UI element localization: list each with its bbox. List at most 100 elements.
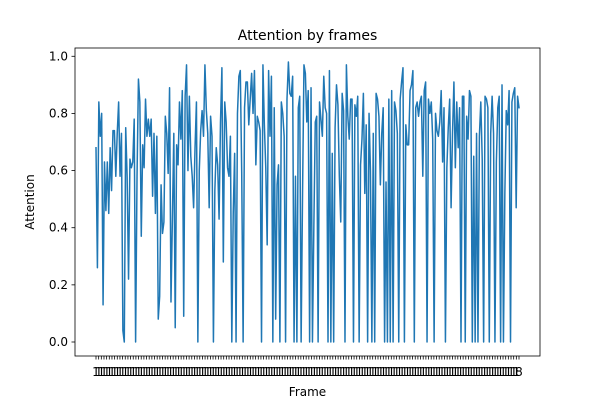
x-tick-label: 1 <box>366 365 374 379</box>
x-tick-label: 1 <box>369 365 377 379</box>
x-tick-label: 1 <box>409 365 417 379</box>
chart-title: Attention by frames <box>238 28 378 44</box>
x-tick-label: 1 <box>467 365 475 379</box>
x-tick-label: 1 <box>382 365 390 379</box>
x-tick-label: 1 <box>380 365 388 379</box>
x-tick-label: 1 <box>358 365 366 379</box>
x-tick-label: 1 <box>425 365 433 379</box>
x-tick-label: 1 <box>395 365 403 379</box>
x-tick-label: 1 <box>308 365 316 379</box>
x-tick-label: 1 <box>95 365 103 379</box>
x-tick-label: 1 <box>332 365 340 379</box>
x-tick-label: 1 <box>164 365 172 379</box>
x-tick-label: 1 <box>361 365 369 379</box>
x-tick-label: 1 <box>292 365 300 379</box>
x-tick-label: 1 <box>387 365 395 379</box>
x-tick-label: 1 <box>172 365 180 379</box>
x-tick-label: 1 <box>281 365 289 379</box>
x-tick-label: 1 <box>478 365 486 379</box>
x-tick-label: 1 <box>507 365 515 379</box>
x-tick-label: 1 <box>435 365 443 379</box>
x-tick-label: 1 <box>252 365 260 379</box>
x-tick-label: 1 <box>124 365 132 379</box>
x-tick-label: 1 <box>257 365 265 379</box>
x-tick-label: 1 <box>225 365 233 379</box>
x-tick-label: 1 <box>411 365 419 379</box>
x-tick-label: 1 <box>321 365 329 379</box>
x-tick-label: 1 <box>260 365 268 379</box>
x-tick-label: 1 <box>199 365 207 379</box>
x-tick-label: 1 <box>105 365 113 379</box>
x-tick-label: 1 <box>465 365 473 379</box>
x-tick-label: 1 <box>372 365 380 379</box>
x-tick-label: 1 <box>337 365 345 379</box>
x-tick-label: 1 <box>486 365 494 379</box>
x-tick-label: 1 <box>324 365 332 379</box>
x-tick-label: 1 <box>451 365 459 379</box>
x-tick-label: 1 <box>481 365 489 379</box>
x-tick-label: 1 <box>313 365 321 379</box>
y-tick-label: 0.2 <box>49 278 68 292</box>
x-tick-label: 1 <box>417 365 425 379</box>
x-tick-label: 1 <box>483 365 491 379</box>
x-tick-label: 1 <box>135 365 143 379</box>
x-tick-label: 1 <box>254 365 262 379</box>
x-tick-label: 1 <box>364 365 372 379</box>
y-tick-label: 0.6 <box>49 164 68 178</box>
x-tick-label: 1 <box>145 365 153 379</box>
y-tick-label: 0.0 <box>49 335 68 349</box>
x-tick-label: 1 <box>446 365 454 379</box>
x-tick-label: 1 <box>403 365 411 379</box>
x-tick-label: 1 <box>459 365 467 379</box>
x-tick-label: 1 <box>127 365 135 379</box>
x-tick-label: 1 <box>470 365 478 379</box>
x-tick-label: 1 <box>350 365 358 379</box>
x-tick-label: 1 <box>265 365 273 379</box>
x-tick-label: 1 <box>244 365 252 379</box>
x-tick-label: 1 <box>489 365 497 379</box>
x-tick-label: 1 <box>326 365 334 379</box>
x-tick-label: 1 <box>491 365 499 379</box>
x-tick-label: 1 <box>113 365 121 379</box>
x-tick-label: 1 <box>193 365 201 379</box>
x-tick-label: 1 <box>100 365 108 379</box>
x-tick-label: 1 <box>236 365 244 379</box>
x-tick-label: 1 <box>294 365 302 379</box>
x-tick-label: 1 <box>207 365 215 379</box>
x-tick-label: 1 <box>454 365 462 379</box>
x-tick-label: 1 <box>191 365 199 379</box>
x-tick-label: 1 <box>340 365 348 379</box>
x-tick-label: 1 <box>443 365 451 379</box>
x-tick-label: 1 <box>374 365 382 379</box>
x-tick-label: 1 <box>334 365 342 379</box>
x-tick-label: 1 <box>310 365 318 379</box>
x-tick-label: 1 <box>297 365 305 379</box>
x-tick-label: 1 <box>116 365 124 379</box>
x-tick-label: 1 <box>270 365 278 379</box>
x-tick-label: 1 <box>278 365 286 379</box>
x-tick-label: 1 <box>132 365 140 379</box>
x-ticks-group: 1111111111111111111111111111111111111111… <box>92 356 523 379</box>
x-tick-label: 1 <box>98 365 106 379</box>
x-tick-label: 1 <box>305 365 313 379</box>
x-tick-label: 1 <box>433 365 441 379</box>
y-tick-label: 0.4 <box>49 221 68 235</box>
x-tick-label: 1 <box>159 365 167 379</box>
x-tick-label: 1 <box>111 365 119 379</box>
x-tick-label: 1 <box>513 365 521 379</box>
x-tick-label: 1 <box>401 365 409 379</box>
x-tick-label: 1 <box>449 365 457 379</box>
x-tick-label: 1 <box>233 365 241 379</box>
x-tick-label: 1 <box>302 365 310 379</box>
x-tick-label: 1 <box>246 365 254 379</box>
x-tick-label: 1 <box>153 365 161 379</box>
plot-frame <box>74 47 541 357</box>
y-tick-label: 1.0 <box>49 49 68 63</box>
x-tick-label: 1 <box>475 365 483 379</box>
x-tick-label: 1 <box>151 365 159 379</box>
x-tick-label: 1 <box>209 365 217 379</box>
x-tick-label: 1 <box>398 365 406 379</box>
x-tick-label: 1 <box>502 365 510 379</box>
x-tick-label: 1 <box>188 365 196 379</box>
